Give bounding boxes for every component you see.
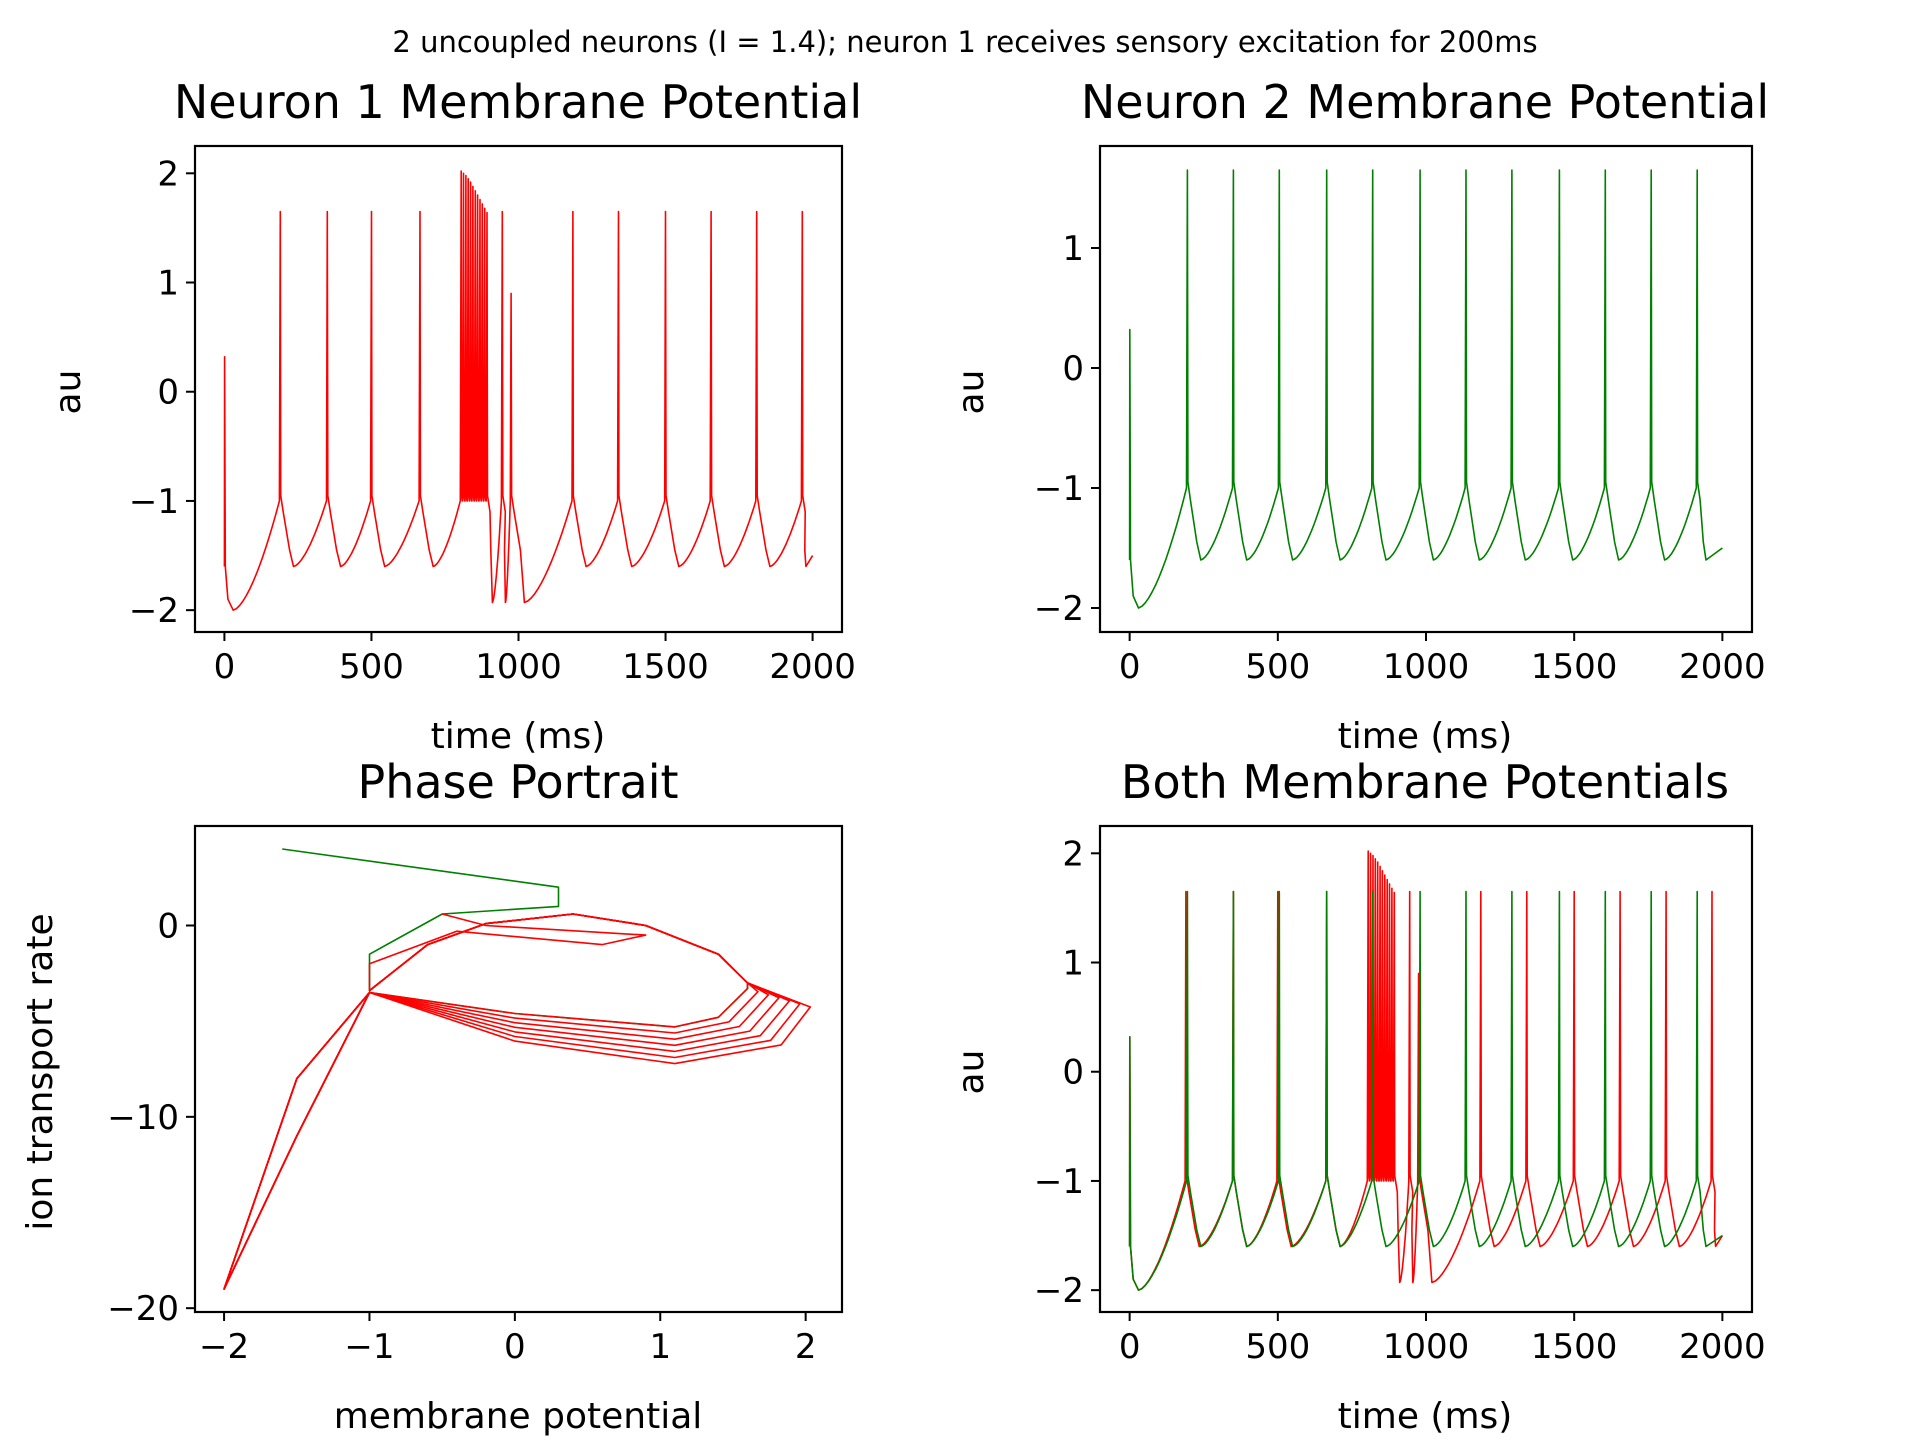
panel-neuron1-ylabel: au <box>48 370 89 415</box>
y-tick-label: −2 <box>1034 1271 1084 1311</box>
y-tick-label: 2 <box>1062 834 1084 874</box>
panel-both-plot: 0 500 1000 1500 2000 −2 −1 0 1 2 <box>1034 824 1766 1367</box>
y-tick-label: 1 <box>157 264 179 304</box>
panel-both-title: Both Membrane Potentials <box>1121 755 1729 809</box>
y-tick-label: 1 <box>1062 229 1084 269</box>
x-tick-label: 2 <box>795 1327 817 1367</box>
panel-neuron2-title: Neuron 2 Membrane Potential <box>1081 75 1769 129</box>
x-tick-label: 2000 <box>1679 1327 1766 1367</box>
phase-trajectory <box>223 913 801 1290</box>
panel-neuron2-plot: 0 500 1000 1500 2000 −2 −1 0 1 <box>1034 144 1766 687</box>
panel-both: Both Membrane Potentials 0 500 1000 1500 200… <box>951 755 1766 1437</box>
membrane-trace <box>1128 850 1724 1291</box>
panel-neuron1-title: Neuron 1 Membrane Potential <box>174 75 862 129</box>
panel-both-ylabel: au <box>951 1050 992 1095</box>
plot-area <box>223 848 812 1290</box>
y-tick-label: 0 <box>157 373 179 413</box>
x-tick-label: −2 <box>199 1327 249 1367</box>
y-tick-label: −10 <box>107 1098 179 1138</box>
phase-trajectory <box>223 913 770 1290</box>
x-tick-label: 1000 <box>1383 1327 1470 1367</box>
panel-phase-title: Phase Portrait <box>357 755 678 809</box>
panel-both-xlabel: time (ms) <box>1338 1396 1513 1437</box>
panel-neuron2-xlabel: time (ms) <box>1338 716 1513 757</box>
suptitle: 2 uncoupled neurons (I = 1.4); neuron 1 … <box>392 25 1537 59</box>
phase-trajectory <box>223 913 780 1290</box>
x-tick-label: 500 <box>1245 1327 1310 1367</box>
y-tick-label: 0 <box>1062 1053 1084 1093</box>
x-tick-label: 1000 <box>1383 647 1470 687</box>
phase-trajectory <box>223 913 759 1290</box>
x-tick-label: 2000 <box>769 647 856 687</box>
membrane-trace <box>1128 169 1723 609</box>
panel-phase-ylabel: ion transport rate <box>20 913 61 1230</box>
y-tick-label: −1 <box>1034 469 1084 509</box>
y-tick-label: −1 <box>129 482 179 522</box>
plot-frame <box>1098 144 1754 634</box>
x-tick-label: 1500 <box>1531 647 1618 687</box>
panel-neuron2: Neuron 2 Membrane Potential 0 500 1000 1500… <box>951 75 1769 757</box>
phase-trajectory <box>223 913 749 1290</box>
panel-phase: Phase Portrait −2 −1 0 1 2−20−100 membrane p… <box>20 755 844 1437</box>
phase-trajectory <box>223 913 812 1290</box>
x-tick-label: 500 <box>339 647 404 687</box>
panel-phase-xlabel: membrane potential <box>334 1396 703 1437</box>
plot-area <box>1128 169 1723 609</box>
y-tick-label: −2 <box>129 591 179 631</box>
panel-neuron1: Neuron 1 Membrane Potential 0 500 1000 1500… <box>48 75 862 757</box>
x-tick-label: 1500 <box>1531 1327 1618 1367</box>
phase-trajectory <box>223 848 749 1290</box>
y-tick-label: −1 <box>1034 1162 1084 1202</box>
y-tick-label: 0 <box>157 906 179 946</box>
panel-neuron1-plot: 0 500 1000 1500 2000 −2 −1 0 1 2 <box>129 144 856 687</box>
y-tick-label: 0 <box>1062 349 1084 389</box>
y-tick-label: −2 <box>1034 589 1084 629</box>
x-tick-label: 0 <box>504 1327 526 1367</box>
plot-frame <box>193 824 844 1314</box>
y-tick-label: 2 <box>157 154 179 194</box>
x-tick-label: 1000 <box>475 647 562 687</box>
x-tick-label: 2000 <box>1679 647 1766 687</box>
x-tick-label: −1 <box>344 1327 394 1367</box>
membrane-trace <box>223 170 814 611</box>
panel-phase-plot: −2 −1 0 1 2−20−100 <box>107 824 844 1367</box>
plot-area <box>1128 850 1724 1291</box>
phase-trajectory <box>223 913 791 1290</box>
x-tick-label: 0 <box>1119 1327 1141 1367</box>
y-tick-label: −20 <box>107 1289 179 1329</box>
plot-area <box>223 170 814 611</box>
x-tick-label: 0 <box>1119 647 1141 687</box>
y-tick-label: 1 <box>1062 944 1084 984</box>
x-tick-label: 1500 <box>622 647 709 687</box>
x-tick-label: 1 <box>649 1327 671 1367</box>
x-tick-label: 500 <box>1245 647 1310 687</box>
panel-neuron1-xlabel: time (ms) <box>431 716 606 757</box>
membrane-trace <box>1128 890 1723 1291</box>
x-tick-label: 0 <box>214 647 236 687</box>
panel-neuron2-ylabel: au <box>951 370 992 415</box>
